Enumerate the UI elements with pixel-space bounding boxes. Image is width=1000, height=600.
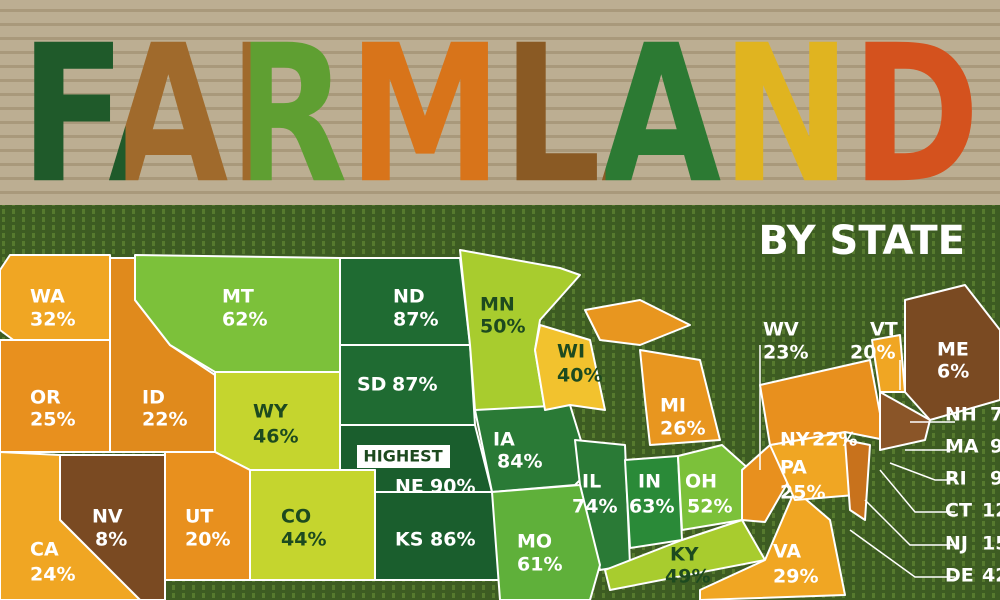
state-share: 49% <box>665 566 710 588</box>
state-code: VT <box>870 319 898 341</box>
leader-lines <box>759 345 955 578</box>
state-share: 25% <box>30 409 75 431</box>
title: FARMLAND <box>20 4 980 225</box>
state-share: 50% <box>480 316 525 338</box>
state-code: MN <box>480 294 515 316</box>
state <box>491 484 601 600</box>
state-code: NE <box>395 476 424 498</box>
state-code: IL <box>582 471 601 493</box>
state-code: IA <box>493 429 515 451</box>
state-share: 25% <box>780 482 825 504</box>
state-share: 8% <box>95 529 127 551</box>
state-share: 6% <box>937 361 969 383</box>
subtitle: BY STATE <box>758 218 965 264</box>
state-code: MI <box>660 395 686 417</box>
state <box>879 391 931 451</box>
state-share: 23% <box>763 342 808 364</box>
state-code: OH <box>685 471 717 493</box>
state <box>639 349 721 446</box>
state-code: ID <box>142 387 165 409</box>
state-code: KS <box>395 529 423 551</box>
state <box>759 359 886 446</box>
state-code: IN <box>638 471 661 493</box>
state-share: 22% <box>812 429 857 451</box>
state-share: 9 <box>990 468 1000 490</box>
state-code: ND <box>393 286 425 308</box>
state-share: 52% <box>687 496 732 518</box>
callout-box <box>357 445 450 468</box>
state-share: 20% <box>850 342 895 364</box>
state-code: KY <box>670 544 699 566</box>
state-share: 32% <box>30 309 75 331</box>
state-code: NH <box>945 404 977 426</box>
state-share: 62% <box>222 309 267 331</box>
state-code: UT <box>185 506 213 528</box>
state-share: 87% <box>392 374 437 396</box>
field-photo <box>0 0 1000 215</box>
state-share: 22% <box>142 409 187 431</box>
state-share: 42 <box>982 565 1000 587</box>
state-code: NJ <box>945 533 968 555</box>
state-share: 24% <box>30 564 75 586</box>
state-code: WV <box>763 319 799 341</box>
state-code: RI <box>945 468 967 490</box>
state-share: 7 <box>990 404 1000 426</box>
state <box>249 469 376 581</box>
state <box>584 299 691 346</box>
state-share: 87% <box>393 309 438 331</box>
state-share: 63% <box>629 496 674 518</box>
state-code: CA <box>30 539 59 561</box>
state-share: 29% <box>773 566 818 588</box>
state <box>844 439 871 521</box>
state-share: 84% <box>497 451 542 473</box>
state-share: 20% <box>185 529 230 551</box>
state-code: PA <box>780 457 807 479</box>
state-code: SD <box>357 374 386 396</box>
state-code: NY <box>780 429 810 451</box>
state-code: CO <box>281 506 311 528</box>
state-share: 46% <box>253 426 298 448</box>
state-code: WY <box>253 401 288 423</box>
state-share: 86% <box>430 529 475 551</box>
state <box>604 519 766 591</box>
state <box>534 324 606 411</box>
callout: HIGHEST <box>363 447 442 466</box>
state-share: 90% <box>430 476 475 498</box>
state-code: VA <box>773 541 801 563</box>
state-code: ME <box>937 339 969 361</box>
state-code: WI <box>557 341 585 363</box>
state <box>904 284 1000 421</box>
state-share: 26% <box>660 418 705 440</box>
state-code: MT <box>222 286 254 308</box>
state-share: 74% <box>572 496 617 518</box>
state-code: OR <box>30 387 61 409</box>
state-code: NV <box>92 506 123 528</box>
state-code: WA <box>30 286 65 308</box>
state-share: 40% <box>557 365 602 387</box>
state-code: DE <box>945 565 974 587</box>
state-share: 61% <box>517 554 562 576</box>
state-code: MA <box>945 436 979 458</box>
state-code: CT <box>945 500 972 522</box>
state-share: 9 <box>990 436 1000 458</box>
state <box>0 451 141 600</box>
state-share: 15 <box>982 533 1000 555</box>
state-code: MO <box>517 531 552 553</box>
state-share: 44% <box>281 529 326 551</box>
map <box>0 249 1000 600</box>
state-share: 12 <box>982 500 1000 522</box>
